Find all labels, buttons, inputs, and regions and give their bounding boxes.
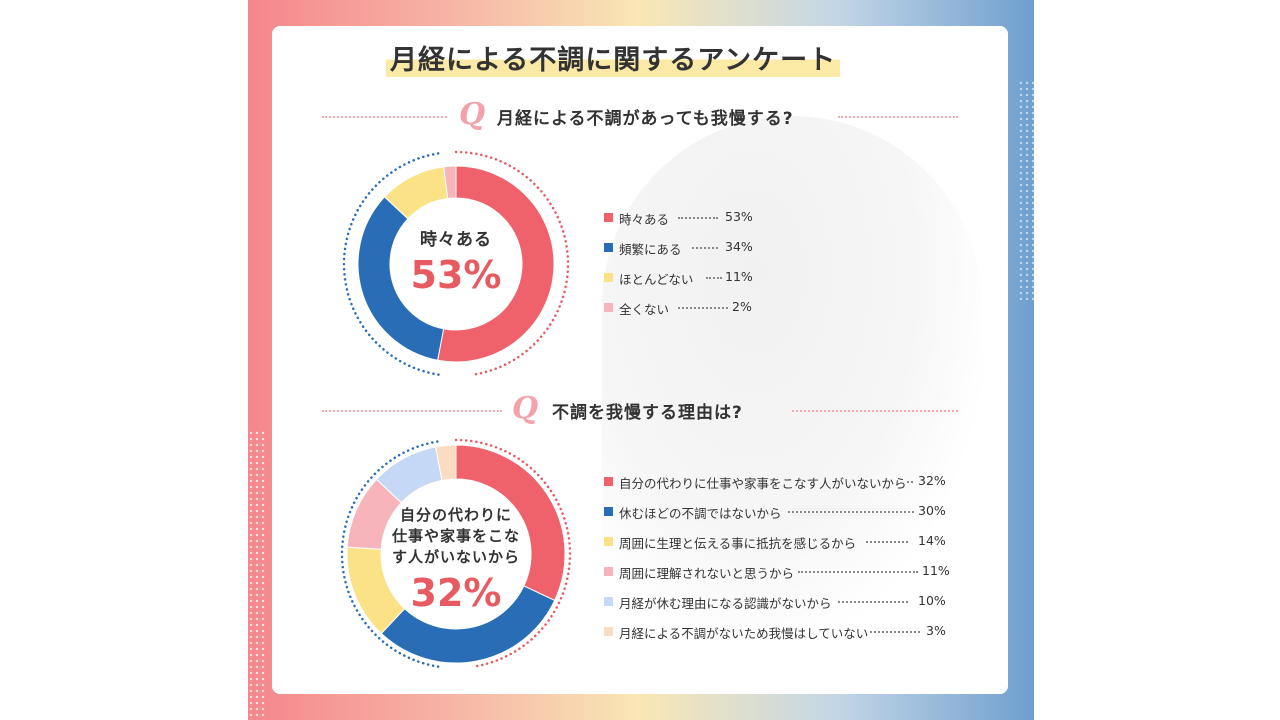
leader-dots xyxy=(866,541,908,543)
dot-pattern-left xyxy=(248,430,266,720)
legend-value: 14% xyxy=(918,533,946,548)
legend-item: 休むほどの不調ではないから 30% xyxy=(604,502,949,532)
legend-swatch xyxy=(604,567,613,576)
dotted-divider-left xyxy=(322,116,447,118)
legend-item: ほとんどない 11% xyxy=(604,268,754,298)
background-photo xyxy=(602,116,982,636)
legend-label: ほとんどない xyxy=(619,272,694,287)
legend-swatch xyxy=(604,477,613,486)
legend-item: 月経が休む理由になる認識がないから 10% xyxy=(604,592,949,622)
legend-item: 自分の代わりに仕事や家事をこなす人がいないから 32% xyxy=(604,472,949,502)
donut-hole xyxy=(390,198,522,330)
leader-dots xyxy=(870,631,920,633)
survey-card xyxy=(272,26,1008,694)
dotted-divider-right xyxy=(838,116,958,118)
donut-1-center: 時々ある 53% xyxy=(380,230,532,299)
dot-pattern-right xyxy=(1018,80,1034,300)
donut-1-center-value: 53% xyxy=(410,253,502,297)
leader-dots xyxy=(788,511,914,513)
question-2-header: Q 不調を我慢する理由は? xyxy=(322,391,958,427)
legend-swatch xyxy=(604,303,613,312)
legend-value: 3% xyxy=(926,623,946,638)
legend-value: 53% xyxy=(725,209,753,224)
legend-swatch xyxy=(604,507,613,516)
legend-label: 周囲に理解されないと思うから xyxy=(619,566,795,581)
legend-swatch xyxy=(604,627,613,636)
donut-2-center-label-line-3: す人がいないから xyxy=(391,548,520,566)
legend-item: 月経による不調がないため我慢はしていない 3% xyxy=(604,622,949,652)
leader-dots xyxy=(706,277,722,279)
legend-item: 全くない 2% xyxy=(604,298,754,328)
donut-2-center-value: 32% xyxy=(410,571,502,615)
leader-dots xyxy=(692,247,718,249)
legend-item: 周囲に理解されないと思うから 11% xyxy=(604,562,950,592)
legend-2: 自分の代わりに仕事や家事をこなす人がいないから 32% 休むほどの不調ではないか… xyxy=(604,472,950,652)
legend-value: 2% xyxy=(732,299,752,314)
legend-swatch xyxy=(604,537,613,546)
legend-label: 月経が休む理由になる認識がないから xyxy=(619,596,832,611)
page-title: 月経による不調に関するアンケート xyxy=(386,38,841,77)
legend-label: 休むほどの不調ではないから xyxy=(619,506,782,521)
dotted-divider-left xyxy=(322,410,502,412)
donut-2-center: 自分の代わりに 仕事や家事をこな す人がいないから 32% xyxy=(370,505,542,618)
q-icon: Q xyxy=(459,97,486,132)
legend-item: 時々ある 53% xyxy=(604,208,754,238)
donut-1-center-label: 時々ある xyxy=(420,230,492,250)
dotted-divider-right xyxy=(792,410,958,412)
leader-dots xyxy=(798,571,918,573)
legend-label: 頻繁にある xyxy=(619,242,682,257)
dotted-ring-decoration xyxy=(454,438,572,668)
leader-dots xyxy=(678,217,718,219)
leader-dots xyxy=(678,307,728,309)
leader-dots xyxy=(838,601,908,603)
dotted-ring-decoration xyxy=(342,152,440,376)
legend-value: 11% xyxy=(725,269,753,284)
legend-1: 時々ある 53% 頻繁にある 34% ほとんどない 11% 全くない 2% xyxy=(604,208,754,328)
legend-swatch xyxy=(604,273,613,282)
legend-swatch xyxy=(604,213,613,222)
dotted-ring-decoration xyxy=(454,150,570,376)
legend-value: 10% xyxy=(918,593,946,608)
leader-dots xyxy=(907,481,913,483)
legend-label: 全くない xyxy=(619,302,670,317)
legend-value: 34% xyxy=(725,239,753,254)
question-1-header: Q 月経による不調があっても我慢する? xyxy=(322,97,958,133)
legend-swatch xyxy=(604,597,613,606)
legend-value: 11% xyxy=(922,563,950,578)
legend-swatch xyxy=(604,243,613,252)
legend-label: 月経による不調がないため我慢はしていない xyxy=(619,626,869,641)
donut-2-center-label-line-2: 仕事や家事をこな xyxy=(391,527,520,545)
legend-label: 時々ある xyxy=(619,212,670,227)
question-1-text: 月経による不調があっても我慢する? xyxy=(497,109,794,129)
donut-2-center-label-line-1: 自分の代わりに xyxy=(399,506,512,524)
q-icon: Q xyxy=(512,391,539,426)
legend-item: 頻繁にある 34% xyxy=(604,238,754,268)
legend-value: 30% xyxy=(918,503,946,518)
question-2-text: 不調を我慢する理由は? xyxy=(552,403,743,423)
legend-label: 自分の代わりに仕事や家事をこなす人がいないから xyxy=(619,476,907,491)
legend-label: 周囲に生理と伝える事に抵抗を感じるから xyxy=(619,536,857,551)
legend-value: 32% xyxy=(918,473,946,488)
legend-item: 周囲に生理と伝える事に抵抗を感じるから 14% xyxy=(604,532,949,562)
donut-hole xyxy=(381,479,531,629)
